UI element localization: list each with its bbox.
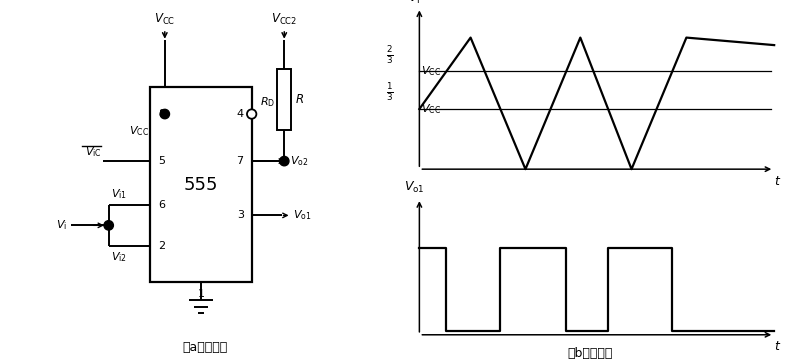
Text: 6: 6 (158, 199, 165, 210)
Text: $V_{\rm i2}$: $V_{\rm i2}$ (110, 250, 127, 264)
Text: 7: 7 (237, 156, 244, 166)
Text: $\frac{2}{3}$: $\frac{2}{3}$ (386, 44, 394, 66)
Text: 555: 555 (183, 176, 218, 194)
Text: 4: 4 (237, 109, 244, 119)
Text: $V_{\rm o1}$: $V_{\rm o1}$ (294, 209, 312, 222)
Bar (277, 69, 291, 130)
Text: 1: 1 (198, 289, 205, 299)
Text: $V_{\rm CC}$: $V_{\rm CC}$ (421, 102, 442, 116)
Text: $\frac{1}{3}$: $\frac{1}{3}$ (386, 81, 394, 104)
Circle shape (247, 109, 257, 119)
Text: $V_{\rm i}$: $V_{\rm i}$ (408, 0, 420, 6)
Text: $t$: $t$ (774, 340, 781, 353)
Text: 2: 2 (158, 241, 165, 251)
Circle shape (279, 156, 289, 166)
Text: （a）电路图: （a）电路图 (182, 341, 227, 354)
Text: $V_{\rm CC2}$: $V_{\rm CC2}$ (272, 12, 297, 27)
Text: $V_{\rm iC}$: $V_{\rm iC}$ (85, 146, 102, 159)
Text: $V_{\rm CC}$: $V_{\rm CC}$ (154, 12, 176, 27)
Circle shape (104, 220, 113, 230)
Text: $V_{\rm CC}$: $V_{\rm CC}$ (421, 64, 442, 78)
Text: $V_{\rm i}$: $V_{\rm i}$ (56, 218, 67, 232)
Text: $V_{\rm o2}$: $V_{\rm o2}$ (290, 154, 309, 168)
Text: $V_{\rm CC}$: $V_{\rm CC}$ (128, 124, 149, 138)
Text: （b）波形图: （b）波形图 (567, 347, 613, 360)
Text: $R$: $R$ (295, 93, 305, 106)
Text: $t$: $t$ (774, 175, 781, 188)
Text: 8: 8 (158, 109, 165, 119)
Circle shape (160, 109, 169, 119)
Bar (150, 87, 252, 282)
Text: $V_{\rm o1}$: $V_{\rm o1}$ (404, 180, 424, 195)
Text: $R_{\rm D}$: $R_{\rm D}$ (260, 95, 275, 109)
Text: 3: 3 (237, 210, 244, 220)
Text: 5: 5 (158, 156, 165, 166)
Text: $V_{\rm i1}$: $V_{\rm i1}$ (110, 187, 127, 201)
